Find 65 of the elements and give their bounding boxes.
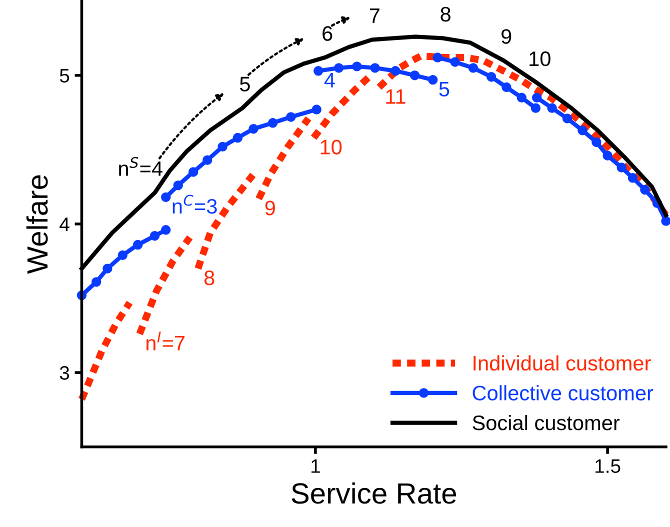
point — [102, 264, 112, 274]
point — [312, 104, 322, 114]
point — [91, 277, 102, 287]
annotation: 8 — [440, 6, 450, 22]
annotation: 8 — [204, 270, 214, 286]
annotation: 6 — [322, 26, 332, 41]
point — [530, 103, 541, 113]
annotation: 10 — [530, 51, 550, 66]
point — [132, 240, 143, 250]
point — [450, 57, 460, 67]
annotation: 9 — [265, 200, 275, 216]
point — [640, 184, 650, 195]
point — [390, 66, 400, 76]
annotation: n$^{C}$=3 — [172, 194, 217, 214]
point — [578, 125, 588, 136]
legend-label: Collective customer — [472, 385, 654, 400]
point — [173, 180, 183, 190]
point — [547, 103, 557, 113]
point — [232, 132, 243, 143]
annotation: 7 — [370, 8, 380, 23]
y-axis-title: Welfare — [26, 175, 48, 274]
point — [592, 137, 602, 148]
y-tick-label: 3 — [60, 366, 70, 380]
point — [428, 74, 438, 85]
y-tick-label: 5 — [60, 69, 70, 83]
point — [432, 52, 442, 62]
point — [268, 118, 278, 128]
annotation: 5 — [439, 82, 450, 97]
annotation: 5 — [240, 76, 250, 92]
point — [516, 92, 527, 103]
x-tick-label: 1 — [312, 459, 320, 473]
point — [661, 216, 670, 226]
point — [188, 167, 198, 177]
point — [218, 142, 228, 152]
point — [161, 192, 171, 202]
x-axis-title: Service Rate — [292, 482, 456, 504]
annotation: 4 — [324, 73, 335, 88]
point — [150, 231, 160, 241]
point — [313, 66, 324, 76]
y-tick-label: 4 — [60, 218, 70, 232]
point — [628, 173, 638, 183]
point — [161, 225, 171, 235]
annotation: n$^{S}$=4 — [119, 156, 162, 176]
point — [370, 63, 380, 73]
point — [248, 124, 258, 134]
point — [562, 114, 572, 124]
point — [486, 72, 496, 82]
point — [616, 162, 626, 172]
point — [410, 70, 420, 80]
annotation: 11 — [386, 89, 406, 104]
point — [286, 112, 296, 122]
point — [532, 92, 542, 103]
x-tick-label: 1.5 — [596, 459, 620, 473]
legend-label: Individual customer — [474, 355, 651, 371]
point — [118, 250, 128, 260]
point — [334, 63, 344, 73]
annotation: 10 — [320, 140, 342, 154]
point — [468, 63, 478, 73]
point — [352, 62, 362, 72]
point — [502, 82, 512, 92]
annotation: n$^{I}$=7 — [146, 332, 184, 350]
legend-label: Social customer — [472, 414, 620, 430]
annotation: 9 — [502, 29, 512, 44]
point — [602, 150, 612, 160]
point — [202, 155, 212, 165]
